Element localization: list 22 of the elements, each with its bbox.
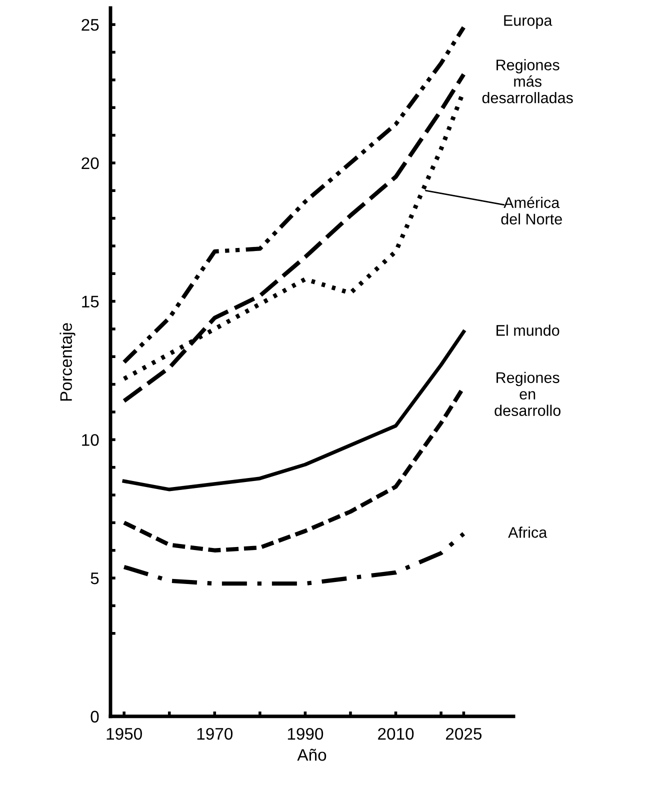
x-tick-label: 1950 [106, 728, 142, 740]
y-tick-label: 5 [90, 572, 99, 584]
x-tick-label: 2010 [378, 728, 414, 740]
text: Europa [504, 15, 552, 29]
text: El mundo [496, 324, 560, 336]
line-series [122, 330, 466, 492]
x-tick-label: 2025 [446, 728, 482, 740]
x-tick-label: 1970 [197, 728, 233, 740]
y-tick-label: 15 [82, 296, 99, 308]
x-tick-label: 1990 [288, 728, 324, 740]
series-label: Regiones más desarrolladas [482, 59, 573, 104]
y-axis-title: Porcentaje [60, 323, 76, 401]
text: Africa [508, 526, 548, 538]
text: Regiones en desarrollo [494, 372, 560, 416]
line-series [122, 532, 466, 586]
y-tick-label: 0 [90, 710, 99, 723]
y-tick-label: 25 [82, 18, 99, 31]
line-series [122, 25, 466, 364]
text: América del Norte [501, 196, 562, 225]
x-axis-title: Año [297, 748, 326, 761]
y-tick-label: 10 [82, 434, 99, 446]
y-tick-label: 20 [82, 157, 99, 170]
